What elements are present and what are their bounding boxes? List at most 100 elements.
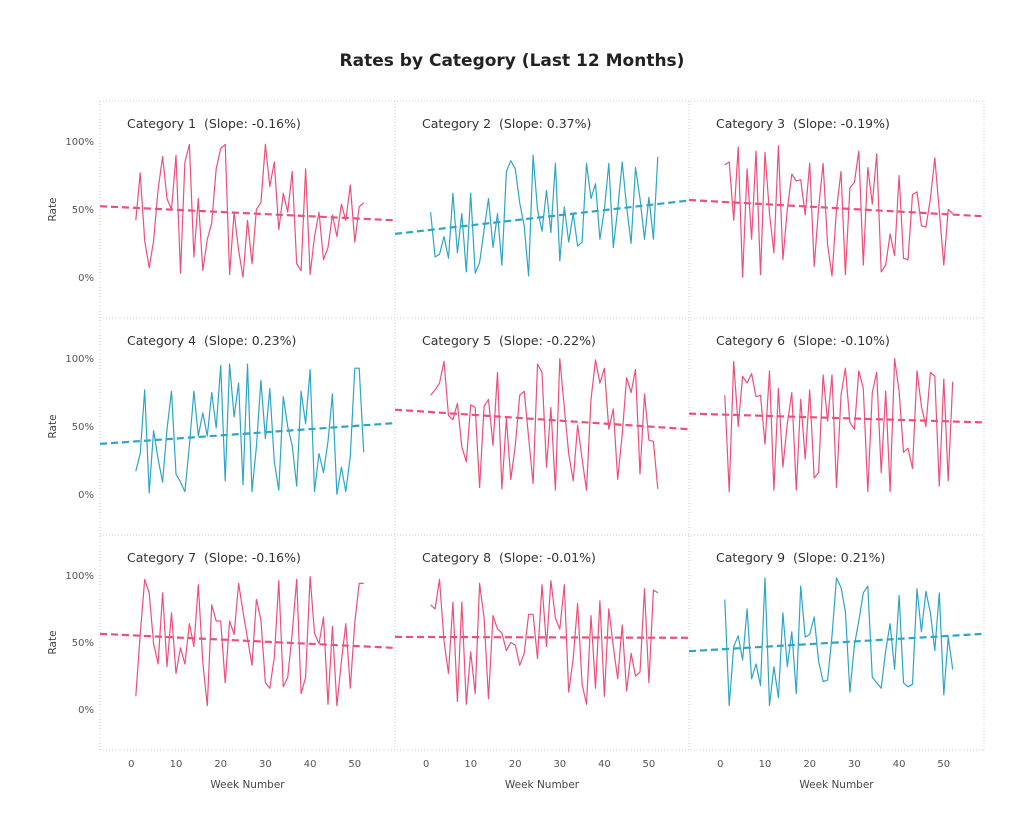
data-point — [657, 592, 659, 594]
data-point — [447, 414, 449, 416]
data-point — [304, 423, 306, 425]
x-tick-label: 20 — [803, 759, 816, 770]
data-point — [175, 672, 177, 674]
data-point — [603, 367, 605, 369]
data-point — [943, 264, 945, 266]
data-point — [608, 608, 610, 610]
data-point — [144, 389, 146, 391]
data-point — [826, 679, 828, 681]
data-point — [496, 628, 498, 630]
data-point — [737, 635, 739, 637]
data-point — [559, 628, 561, 630]
data-point — [206, 238, 208, 240]
data-point — [786, 423, 788, 425]
panel-9: Category 9 (Slope: 0.21%) — [688, 550, 985, 707]
data-point — [152, 240, 154, 242]
data-point — [804, 458, 806, 460]
data-point — [505, 649, 507, 651]
data-point — [345, 219, 347, 221]
data-point — [501, 632, 503, 634]
data-point — [599, 600, 601, 602]
data-point — [255, 208, 257, 210]
panel-label: Category 3 — [716, 116, 785, 131]
data-point — [554, 617, 556, 619]
data-point — [545, 466, 547, 468]
data-point — [585, 703, 587, 705]
trend-line — [99, 205, 396, 222]
data-point — [844, 610, 846, 612]
data-point — [831, 635, 833, 637]
data-point — [438, 253, 440, 255]
data-point — [862, 264, 864, 266]
data-point — [835, 486, 837, 488]
data-point — [741, 276, 743, 278]
data-point — [831, 275, 833, 277]
data-point — [354, 241, 356, 243]
data-point — [429, 394, 431, 396]
data-point — [585, 489, 587, 491]
data-point — [786, 208, 788, 210]
data-point — [813, 477, 815, 479]
data-point — [585, 162, 587, 164]
data-point — [822, 162, 824, 164]
data-point — [246, 219, 248, 221]
data-point — [849, 187, 851, 189]
data-point — [599, 238, 601, 240]
x-axis-label: Week Number — [210, 779, 285, 791]
data-point — [211, 222, 213, 224]
data-point — [759, 394, 761, 396]
data-point — [643, 238, 645, 240]
data-point — [496, 371, 498, 373]
data-point — [139, 452, 141, 454]
data-point — [916, 370, 918, 372]
data-point — [759, 684, 761, 686]
panel-slope: (Slope: -0.10%) — [793, 333, 890, 348]
data-point — [447, 257, 449, 259]
data-point — [438, 382, 440, 384]
data-point — [817, 207, 819, 209]
data-point — [871, 203, 873, 205]
data-point — [648, 196, 650, 198]
data-point — [643, 588, 645, 590]
data-point — [336, 705, 338, 707]
data-point — [152, 643, 154, 645]
data-point — [322, 471, 324, 473]
data-point — [345, 490, 347, 492]
data-point — [871, 676, 873, 678]
data-point — [795, 180, 797, 182]
data-point — [920, 631, 922, 633]
panel-slope: (Slope: 0.21%) — [793, 550, 885, 565]
x-tick-label: 30 — [553, 759, 566, 770]
data-point — [470, 651, 472, 653]
data-point — [541, 230, 543, 232]
data-point — [902, 682, 904, 684]
data-point — [800, 179, 802, 181]
data-point — [840, 394, 842, 396]
series-line — [724, 358, 954, 493]
data-point — [452, 192, 454, 194]
data-point — [318, 211, 320, 213]
data-point — [242, 610, 244, 612]
data-point — [161, 481, 163, 483]
data-point — [470, 192, 472, 194]
data-point — [599, 382, 601, 384]
data-point — [474, 406, 476, 408]
data-point — [532, 613, 534, 615]
data-point — [340, 466, 342, 468]
data-point — [733, 360, 735, 362]
data-point — [938, 592, 940, 594]
data-point — [835, 577, 837, 579]
data-point — [634, 675, 636, 677]
data-point — [519, 394, 521, 396]
y-axis-label: Rate — [47, 630, 59, 654]
data-point — [282, 396, 284, 398]
data-point — [800, 585, 802, 587]
chart-title: Rates by Category (Last 12 Months) — [340, 51, 685, 71]
data-point — [777, 696, 779, 698]
data-point — [782, 259, 784, 261]
data-point — [594, 359, 596, 361]
data-point — [893, 254, 895, 256]
data-point — [331, 625, 333, 627]
data-point — [429, 604, 431, 606]
